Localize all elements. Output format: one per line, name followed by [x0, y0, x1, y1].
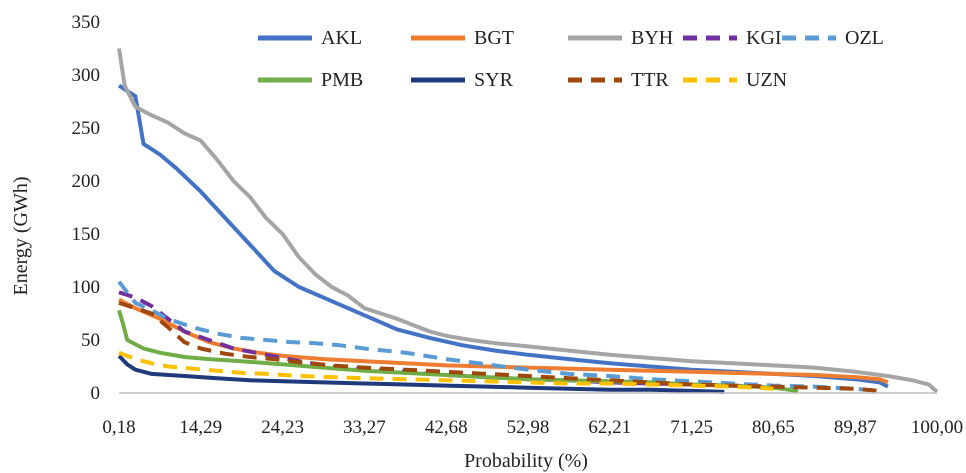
legend-label: OZL	[845, 27, 884, 49]
series-line-syr	[117, 354, 725, 394]
legend-item-kgi: KGI	[683, 27, 782, 49]
x-tick-label: 100,00	[911, 417, 963, 438]
series-line-byh	[117, 48, 939, 394]
legend-item-byh: BYH	[568, 27, 673, 49]
legend: AKL BGT BYH KGI OZL PMB SYR TTR UZN	[258, 27, 884, 91]
x-tick-label: 14,29	[179, 417, 222, 438]
x-tick-label: 80,65	[752, 417, 795, 438]
legend-item-ozl: OZL	[782, 27, 884, 49]
y-axis-title: Energy (GWh)	[10, 176, 32, 295]
legend-label: UZN	[746, 69, 787, 91]
legend-item-uzn: UZN	[683, 69, 787, 91]
x-tick-label: 52,98	[507, 417, 550, 438]
series-line-akl	[117, 83, 889, 389]
y-tick-label: 100	[72, 277, 101, 298]
legend-label: AKL	[321, 27, 362, 49]
series-line-uzn	[118, 350, 774, 391]
legend-label: SYR	[474, 69, 514, 91]
y-axis-ticks: 0 50 100 150 200 250 300 350	[72, 12, 101, 404]
x-tick-label: 62,21	[588, 417, 631, 438]
x-tick-label: 24,23	[261, 417, 304, 438]
legend-item-syr: SYR	[411, 69, 514, 91]
x-axis-ticks: 0,18 14,29 24,23 33,27 42,68 52,98 62,21 71,25 8…	[102, 417, 963, 438]
x-tick-label: 33,27	[343, 417, 386, 438]
y-tick-label: 0	[91, 383, 101, 404]
legend-label: PMB	[321, 69, 363, 91]
legend-label: KGI	[746, 27, 782, 49]
series-line-ozl	[117, 280, 880, 393]
plot-area	[117, 48, 939, 394]
x-tick-label: 71,25	[670, 417, 713, 438]
series-line-ttr	[118, 300, 880, 393]
y-tick-label: 200	[72, 171, 101, 192]
x-tick-label: 42,68	[425, 417, 468, 438]
y-tick-label: 50	[81, 330, 100, 351]
legend-label: BGT	[474, 27, 514, 49]
legend-item-bgt: BGT	[411, 27, 514, 49]
y-tick-label: 350	[72, 12, 101, 33]
x-tick-label: 0,18	[102, 417, 135, 438]
legend-label: BYH	[631, 27, 673, 49]
series-line-bgt	[118, 297, 889, 385]
y-tick-label: 250	[72, 118, 101, 139]
x-tick-label: 89,87	[834, 417, 877, 438]
legend-item-akl: AKL	[258, 27, 362, 49]
legend-item-pmb: PMB	[258, 69, 363, 91]
x-axis-title: Probability (%)	[464, 450, 588, 472]
y-tick-label: 300	[72, 65, 101, 86]
y-tick-label: 150	[72, 224, 101, 245]
legend-label: TTR	[631, 69, 669, 91]
legend-item-ttr: TTR	[568, 69, 669, 91]
